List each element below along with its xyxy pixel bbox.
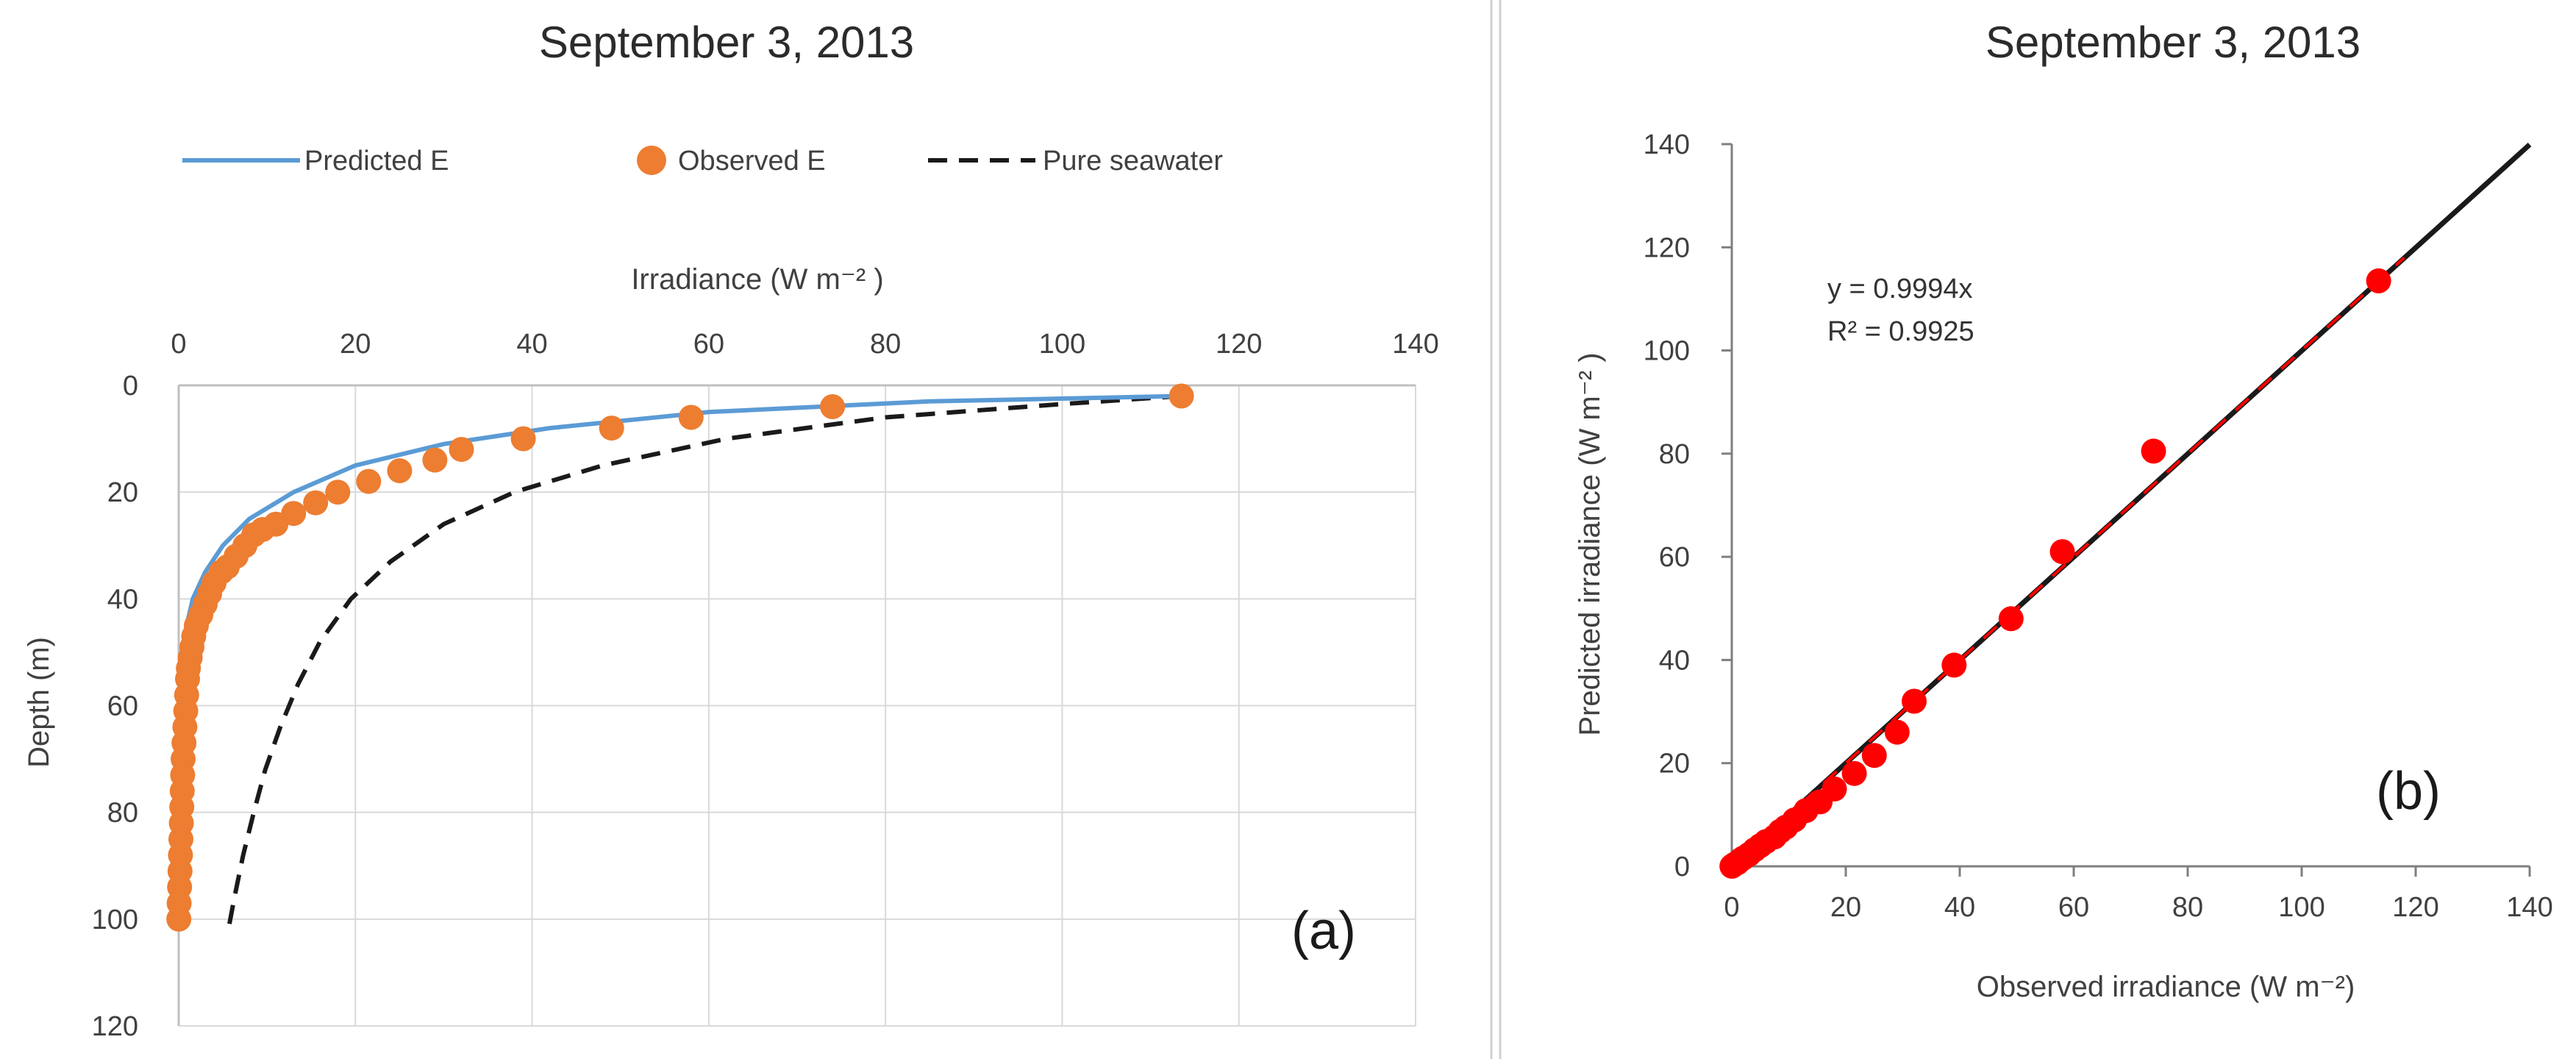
chart-b-x-tick-labels: 0 20 40 60 80 100 120 140 [1724,892,2552,923]
chart-b-x-tick-label: 40 [1944,892,1975,923]
chart-b-equation: y = 0.9994x [1827,274,1973,304]
chart-b-series [1719,142,2532,879]
pure-seawater-line [225,393,1182,936]
chart-b-axes [1722,143,2531,877]
chart-a-x-tick-label: 100 [1039,329,1085,360]
chart-a-x-tick-label: 20 [340,329,371,360]
observed-e-point [356,468,382,494]
observed-e-point [166,906,192,932]
chart-b-title: September 3, 2013 [1985,18,2361,67]
legend-predicted-label: Predicted E [304,146,449,176]
observed-e-point [820,394,846,419]
chart-a-y-tick-label: 80 [107,798,138,829]
chart-b-y-tick-label: 120 [1644,232,1690,263]
legend-observed-label: Observed E [678,146,826,176]
chart-a-y-tick-label: 60 [107,691,138,722]
chart-a-y-tick-label: 100 [92,905,138,935]
observed-vs-predicted-point [2049,539,2075,565]
chart-b-x-tick-label: 60 [2058,892,2089,923]
chart-a-legend: Predicted E Observed E Pure seawater [182,146,1223,176]
observed-vs-predicted-point [2366,268,2391,293]
observed-vs-predicted-point [1941,652,1967,678]
chart-a-series [166,383,1194,936]
chart-a-x-tick-label: 0 [171,329,186,360]
chart-a-x-tick-label: 120 [1216,329,1262,360]
chart-a-x-tick-label: 60 [693,329,724,360]
chart-b-x-tick-label: 0 [1724,892,1739,923]
chart-b-y-tick-label: 100 [1644,336,1690,367]
chart-b-y-tick-label: 60 [1659,542,1690,573]
chart-a-y-tick-labels: 0 20 40 60 80 100 120 [92,371,138,1042]
chart-b-x-tick-label: 140 [2506,892,2552,923]
observed-vs-predicted-point [1861,743,1887,769]
observed-e-point [1169,383,1194,409]
observed-vs-predicted-point [1998,606,2024,632]
one-to-one-dashed-line [1730,256,2405,868]
chart-b-y-tick-label: 0 [1674,852,1690,883]
chart-b-y-tick-label: 40 [1659,645,1690,676]
chart-a-y-tick-label: 40 [107,584,138,615]
observed-e-point [387,458,413,484]
chart-b-y-tick-label: 140 [1644,129,1690,160]
chart-a-x-tick-label: 140 [1392,329,1438,360]
observed-vs-predicted-point [1902,688,1927,714]
chart-a-x-tick-labels: 0 20 40 60 80 100 120 140 [171,329,1438,360]
chart-a-y-axis-title: Depth (m) [23,637,55,768]
chart-a-x-tick-label: 40 [516,329,547,360]
chart-b-y-tick-label: 80 [1659,439,1690,470]
predicted-e-line [176,393,1182,919]
chart-a-y-tick-label: 0 [123,371,138,402]
chart-b-x-tick-label: 20 [1830,892,1861,923]
observed-e-point [303,490,329,516]
chart-a-y-tick-label: 120 [92,1011,138,1042]
chart-a-y-tick-label: 20 [107,477,138,508]
observed-e-point [510,426,536,452]
chart-b-r-squared: R² = 0.9925 [1827,316,1974,347]
observed-vs-predicted-point [1822,776,1847,802]
chart-a-title: September 3, 2013 [539,18,914,67]
chart-b-x-tick-label: 80 [2172,892,2203,923]
chart-a-x-axis-title: Irradiance (W m⁻² ) [631,263,883,296]
legend-observed-marker-swatch [637,146,666,175]
observed-vs-predicted-point [1884,719,1910,745]
chart-b-panel-label: (b) [2376,762,2441,821]
chart-b-x-tick-label: 120 [2392,892,2438,923]
chart-b-x-tick-label: 100 [2278,892,2325,923]
observed-vs-predicted-point [1841,760,1867,786]
observed-e-point [325,479,351,505]
chart-a-panel-label: (a) [1291,902,1356,960]
legend-pure-seawater-label: Pure seawater [1043,146,1223,176]
panel-a: September 3, 2013 Predicted E Observed E… [23,18,1439,1042]
panel-b: September 3, 2013 Observed irradiance (W… [1574,18,2553,1003]
chart-b-y-tick-label: 20 [1659,749,1690,780]
chart-b-y-tick-labels: 0 20 40 60 80 100 120 140 [1644,129,1690,883]
observed-e-point [678,404,704,430]
chart-a-x-tick-label: 80 [870,329,901,360]
chart-b-x-axis-title: Observed irradiance (W m⁻²) [1977,971,2355,1003]
chart-b-y-axis-title: Predicted irradiance (W m⁻² ) [1574,352,1606,735]
observed-vs-predicted-point [2141,438,2166,464]
observed-e-point [599,416,624,441]
chart-a-gridlines [177,384,1416,1027]
observed-e-point [422,447,448,473]
observed-e-point [449,437,474,463]
